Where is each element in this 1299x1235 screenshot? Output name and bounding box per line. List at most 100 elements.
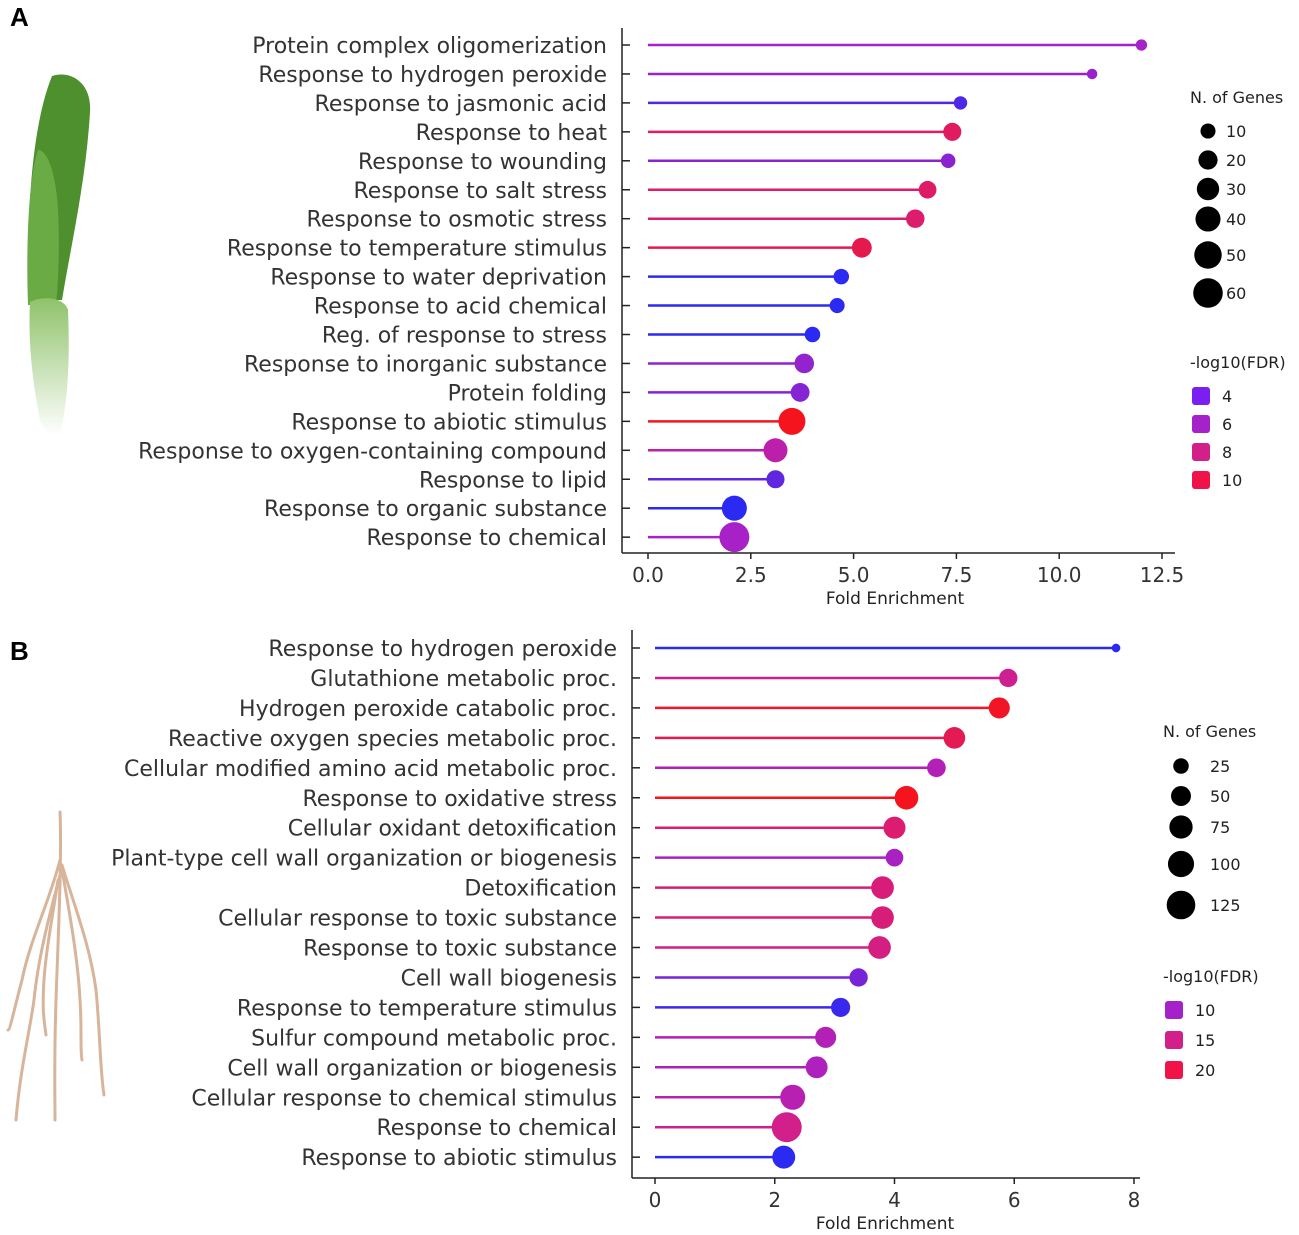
lollipop-point [780, 1084, 806, 1110]
root-branch [60, 863, 106, 1097]
term-label: Detoxification [464, 877, 617, 902]
term-label: Response to temperature stimulus [227, 237, 607, 262]
x-tick-label: 0 [649, 1188, 662, 1212]
size-legend-label: 60 [1226, 284, 1246, 303]
panel-letter-a: A [10, 2, 29, 32]
color-legend-swatch [1165, 1001, 1183, 1019]
color-legend-label: 4 [1222, 387, 1232, 406]
chart-panel-b: 0 2 4 6 8 Fold Enrichment Response to hydrogen… [111, 630, 1259, 1234]
size-legend-dot [1198, 150, 1218, 170]
term-label: Protein complex oligomerization [252, 34, 607, 59]
lollipop-point [829, 298, 845, 314]
lollipop-point [815, 1026, 837, 1048]
term-label: Response to temperature stimulus [237, 996, 617, 1021]
size-legend-dot [1166, 890, 1196, 920]
term-label: Cell wall organization or biogenesis [227, 1056, 617, 1081]
root-branch [41, 878, 60, 1037]
term-label: Response to abiotic stimulus [291, 410, 607, 435]
term-label: Response to acid chemical [314, 295, 607, 320]
lollipop-point [719, 522, 750, 553]
lollipop-point [988, 697, 1010, 719]
lollipop-point [927, 758, 946, 778]
color-legend-title: -log10(FDR) [1190, 353, 1286, 372]
term-label: Cellular response to chemical stimulus [191, 1086, 617, 1111]
x-tick-label: 6 [1008, 1188, 1021, 1212]
term-label: Response to osmotic stress [307, 208, 607, 233]
lollipop-point [849, 968, 868, 987]
size-legend-label: 20 [1226, 151, 1246, 170]
shoot-tip [29, 298, 69, 436]
chart-panel-a: 0.0 2.5 5.0 7.5 10.0 12.5 Fold Enrichment Prote… [138, 28, 1286, 609]
size-legend-title: N. of Genes [1163, 722, 1256, 741]
lollipop-point [763, 438, 788, 463]
size-legend-label: 30 [1226, 180, 1246, 199]
term-label: Response to jasmonic acid [315, 92, 607, 117]
term-label: Response to water deprivation [270, 266, 607, 291]
panel-letter-b: B [10, 636, 29, 666]
x-tick-label: 0.0 [632, 563, 664, 587]
size-legend-label: 25 [1210, 757, 1230, 776]
term-label: Cellular response to toxic substance [218, 907, 617, 932]
x-tick-label: 4 [888, 1188, 901, 1212]
color-legend-label: 6 [1222, 415, 1232, 434]
lollipop-point [871, 906, 894, 929]
size-legend-dot [1171, 786, 1191, 806]
term-label: Reactive oxygen species metabolic proc. [168, 727, 617, 752]
lollipop-point [1135, 39, 1148, 51]
lollipop-point [871, 876, 894, 899]
term-label: Sulfur compound metabolic proc. [251, 1026, 617, 1051]
lollipop-point [721, 495, 747, 521]
lollipop-point [831, 997, 851, 1017]
term-label: Response to oxidative stress [303, 787, 618, 812]
term-label: Glutathione metabolic proc. [310, 667, 617, 692]
lollipop-point [804, 326, 821, 343]
size-legend-dot [1173, 758, 1189, 774]
size-legend-title: N. of Genes [1190, 88, 1283, 107]
shoot-illustration [27, 74, 91, 436]
color-legend-title: -log10(FDR) [1163, 967, 1259, 986]
color-legend-swatch [1192, 387, 1210, 405]
lollipop-point [943, 122, 962, 141]
term-label: Response to salt stress [353, 179, 607, 204]
term-label: Cellular oxidant detoxification [288, 817, 617, 842]
lollipop-point [833, 268, 850, 285]
size-legend-dot [1169, 815, 1193, 839]
lollipop-point [1086, 68, 1098, 80]
lollipop-point [885, 848, 904, 867]
lollipop-point [999, 668, 1018, 688]
size-legend-label: 10 [1226, 122, 1246, 141]
lollipop-point [894, 785, 919, 810]
lollipop-point [772, 1145, 796, 1169]
color-legend-swatch [1192, 471, 1210, 489]
term-label: Protein folding [448, 381, 607, 406]
size-legend-dot [1194, 241, 1222, 269]
color-legend-swatch [1192, 443, 1210, 461]
size-legend-label: 50 [1210, 787, 1230, 806]
lollipop-point [943, 727, 966, 749]
term-label: Response to hydrogen peroxide [268, 637, 617, 662]
size-legend-dot [1167, 850, 1195, 878]
color-legend-label: 15 [1195, 1031, 1215, 1050]
size-legend-label: 75 [1210, 818, 1230, 837]
x-axis-title: Fold Enrichment [816, 1214, 955, 1234]
size-legend-label: 50 [1226, 246, 1246, 265]
root-branch [14, 873, 62, 1122]
size-legend-dot [1193, 278, 1223, 308]
lollipop-point [766, 470, 785, 489]
term-label: Response to toxic substance [303, 937, 617, 962]
lollipop-point [790, 382, 810, 402]
size-legend-label: 100 [1210, 855, 1241, 874]
term-label: Response to chemical [376, 1116, 617, 1141]
lollipop-point [906, 209, 925, 228]
root-illustration [6, 810, 106, 1122]
lollipop-point [805, 1056, 828, 1079]
lollipop-point [868, 936, 891, 959]
lollipop-point [940, 153, 956, 169]
size-legend-dot [1200, 123, 1216, 139]
color-legend-label: 10 [1195, 1001, 1215, 1020]
term-label: Cellular modified amino acid metabolic p… [124, 757, 617, 782]
x-tick-label: 2 [768, 1188, 781, 1212]
term-label: Response to organic substance [264, 497, 607, 522]
lollipop-point [771, 1112, 802, 1143]
